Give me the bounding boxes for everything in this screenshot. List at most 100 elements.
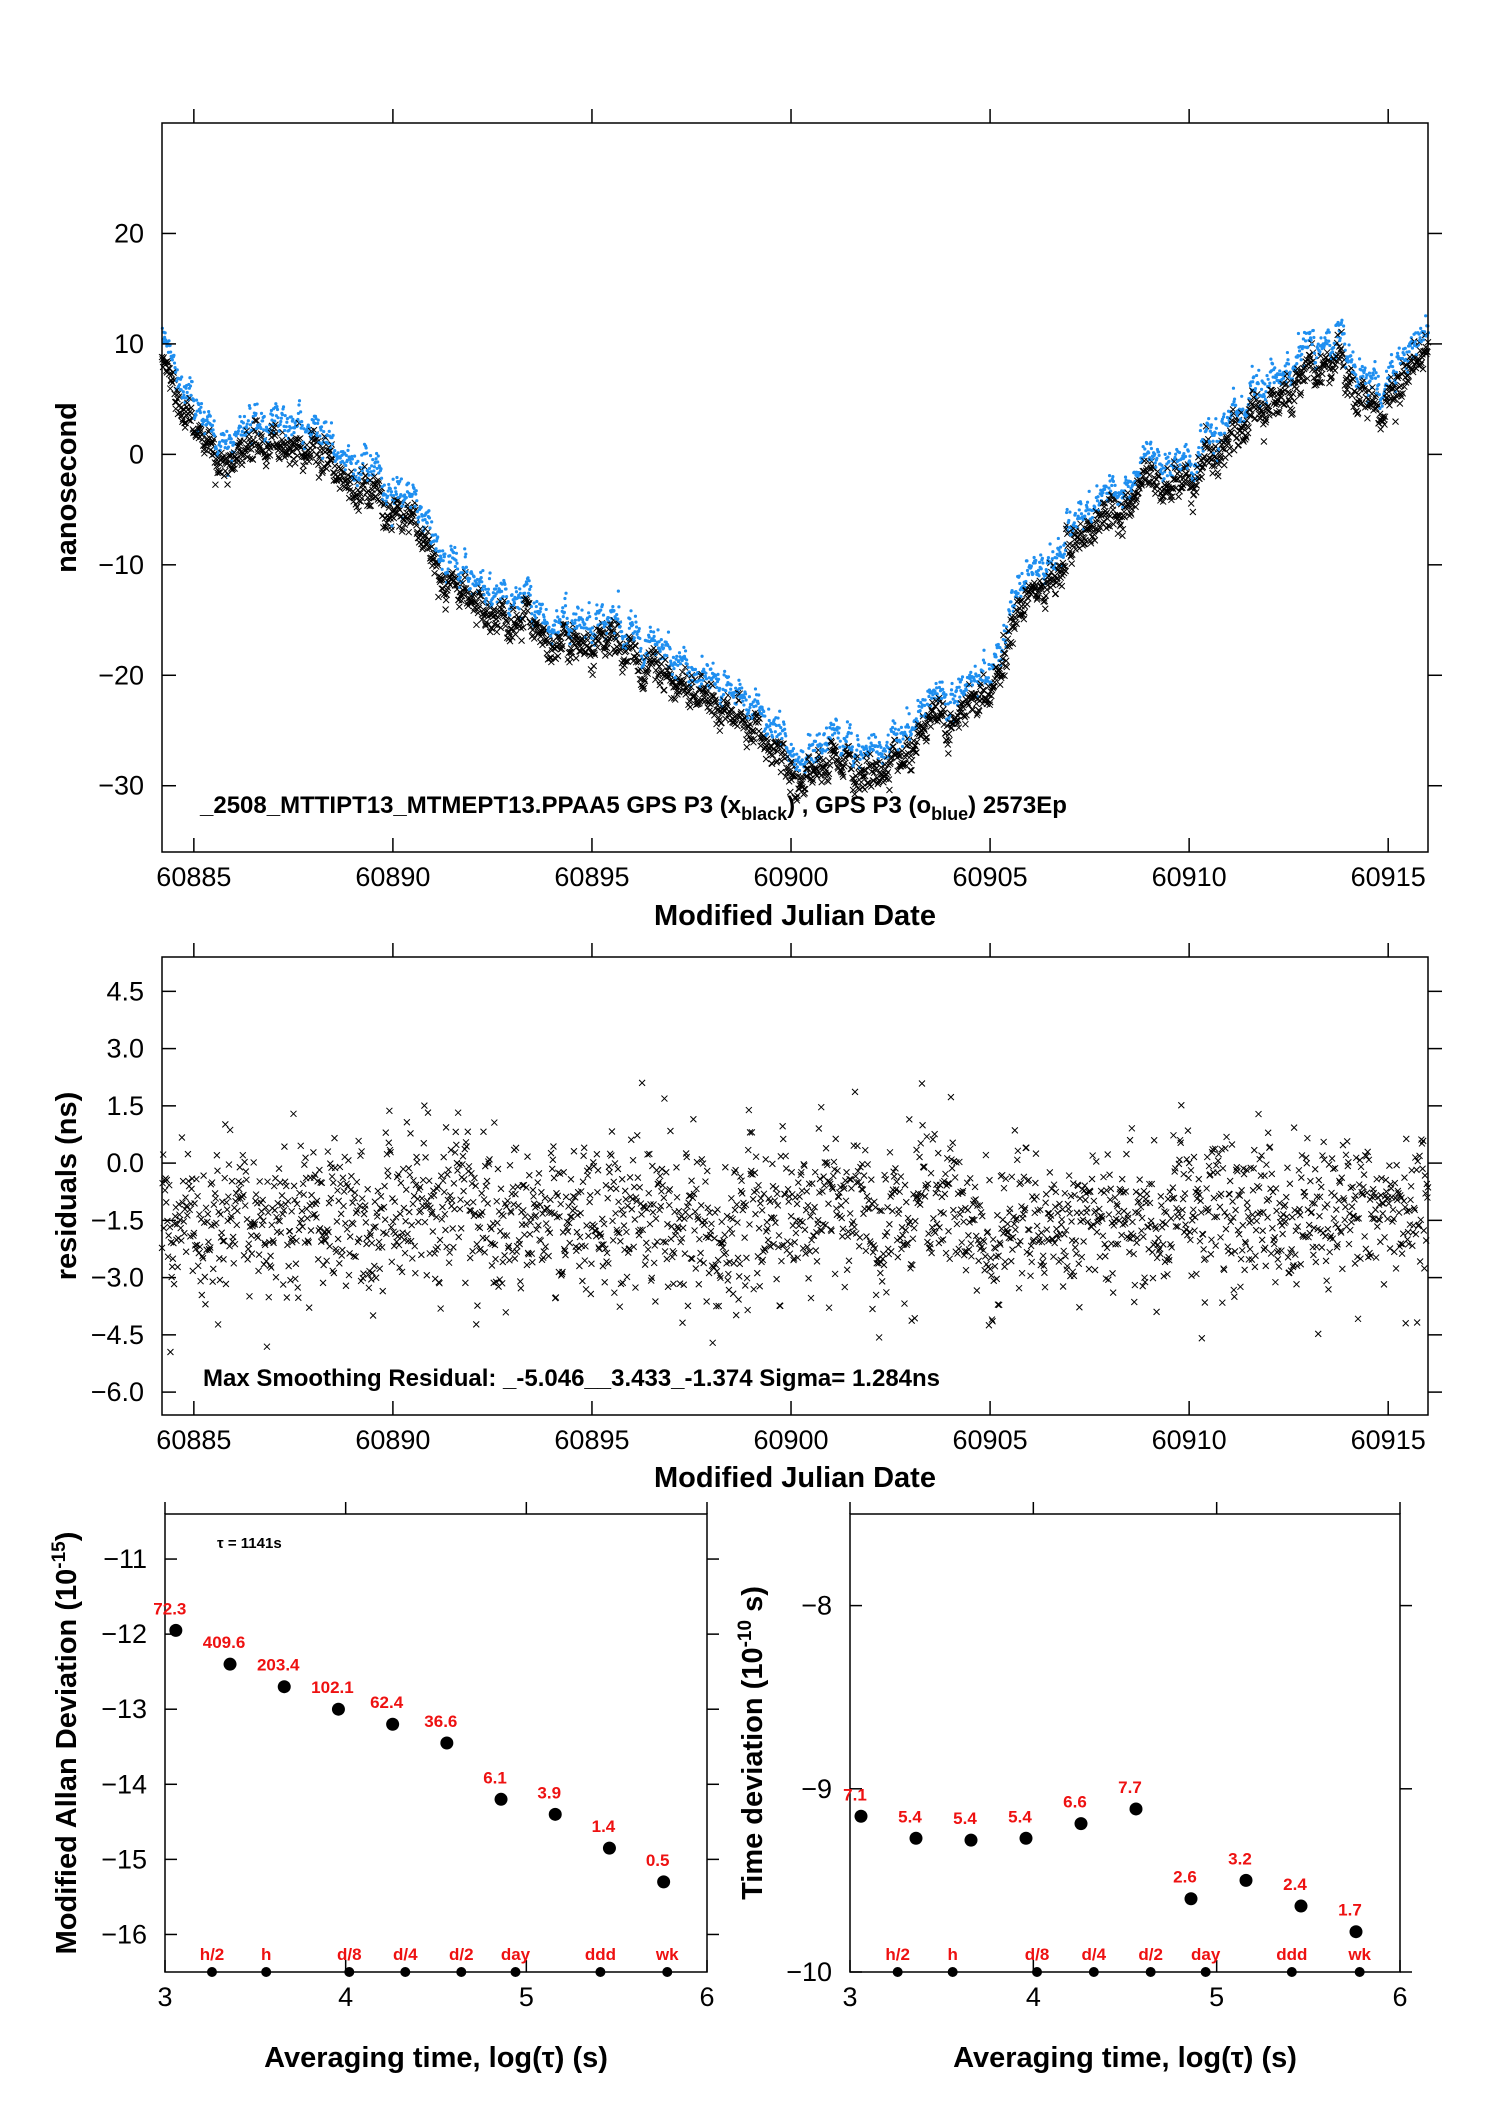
point-blue	[869, 741, 873, 745]
point-blue	[953, 699, 957, 703]
point-blue	[958, 695, 962, 699]
point-blue	[567, 632, 571, 636]
point-black	[572, 632, 579, 640]
point-blue	[376, 454, 380, 458]
point-blue	[564, 625, 569, 629]
point-black	[916, 732, 924, 740]
point-blue	[982, 648, 986, 652]
point-blue	[757, 708, 761, 712]
point-blue	[539, 607, 543, 611]
point-blue	[527, 579, 531, 583]
point-blue	[1379, 401, 1383, 405]
point-blue	[1150, 457, 1154, 462]
point-blue	[1096, 495, 1100, 499]
y-axis-label: nanosecond	[51, 402, 83, 573]
point-blue	[1145, 441, 1149, 446]
point-blue	[683, 649, 688, 653]
point-black	[358, 494, 366, 502]
point-blue	[674, 657, 678, 661]
point-blue	[801, 750, 805, 754]
point-black	[762, 755, 770, 763]
point-blue	[1226, 424, 1230, 428]
point-blue	[615, 613, 619, 617]
point-black	[688, 671, 696, 679]
point-black	[986, 701, 994, 709]
x-tick-label: 60910	[1152, 862, 1227, 892]
point-black	[289, 448, 296, 456]
point-blue	[1373, 360, 1377, 364]
point-blue	[987, 667, 992, 671]
point-blue	[1300, 352, 1304, 356]
point-blue	[367, 473, 371, 477]
point-blue	[532, 601, 536, 605]
point-blue	[879, 745, 883, 749]
point-blue	[1027, 573, 1031, 577]
point-black	[652, 676, 659, 684]
point-blue	[699, 682, 704, 686]
point-black	[920, 725, 928, 733]
point-blue	[716, 672, 720, 676]
point-blue	[1198, 429, 1203, 433]
point-blue	[436, 535, 440, 539]
point-blue	[182, 393, 186, 397]
point-blue	[1067, 518, 1071, 523]
point-black	[401, 521, 409, 528]
point-blue	[200, 422, 205, 426]
point-blue	[386, 494, 390, 498]
point-blue	[777, 723, 781, 727]
point-blue	[551, 631, 555, 635]
point-blue	[552, 623, 557, 627]
point-blue	[583, 622, 587, 626]
point-blue	[1219, 432, 1223, 437]
point-blue	[382, 483, 386, 487]
point-black	[608, 621, 616, 629]
point-black	[824, 778, 832, 785]
point-black	[522, 594, 530, 602]
point-blue	[399, 477, 403, 481]
point-black	[657, 678, 664, 685]
point-blue	[276, 416, 280, 420]
point-blue	[908, 737, 912, 742]
point-blue	[834, 718, 839, 722]
point-black	[996, 681, 1004, 688]
point-blue	[601, 613, 606, 617]
point-blue	[170, 358, 174, 362]
point-blue	[981, 658, 986, 662]
point-black	[306, 454, 314, 462]
point-blue	[1046, 556, 1051, 560]
point-blue	[565, 616, 569, 620]
point-blue	[867, 736, 871, 740]
point-black	[683, 689, 691, 697]
point-blue	[638, 649, 642, 653]
point-blue	[1010, 589, 1014, 593]
point-blue	[799, 762, 803, 766]
point-black	[1024, 595, 1032, 602]
point-blue	[1208, 441, 1212, 445]
point-blue	[1087, 512, 1091, 516]
point-blue	[848, 723, 852, 727]
point-black	[716, 727, 724, 735]
point-blue	[245, 425, 249, 430]
point-black	[230, 461, 237, 468]
point-black	[1018, 596, 1026, 604]
point-blue	[1124, 478, 1128, 482]
point-blue	[760, 705, 764, 709]
point-blue	[726, 675, 731, 679]
point-blue	[1213, 431, 1217, 435]
point-black	[490, 607, 497, 614]
point-blue	[278, 422, 282, 427]
point-blue	[384, 502, 389, 507]
point-black	[558, 645, 566, 653]
point-blue	[528, 593, 532, 597]
point-blue	[163, 331, 167, 335]
point-blue	[208, 414, 212, 418]
point-blue	[1183, 454, 1188, 459]
point-black	[554, 652, 562, 660]
point-black	[434, 561, 442, 569]
point-blue	[441, 559, 445, 563]
point-blue	[1009, 600, 1013, 604]
point-black	[303, 441, 311, 449]
point-blue	[951, 692, 955, 696]
point-blue	[488, 571, 492, 575]
point-blue	[284, 425, 288, 429]
